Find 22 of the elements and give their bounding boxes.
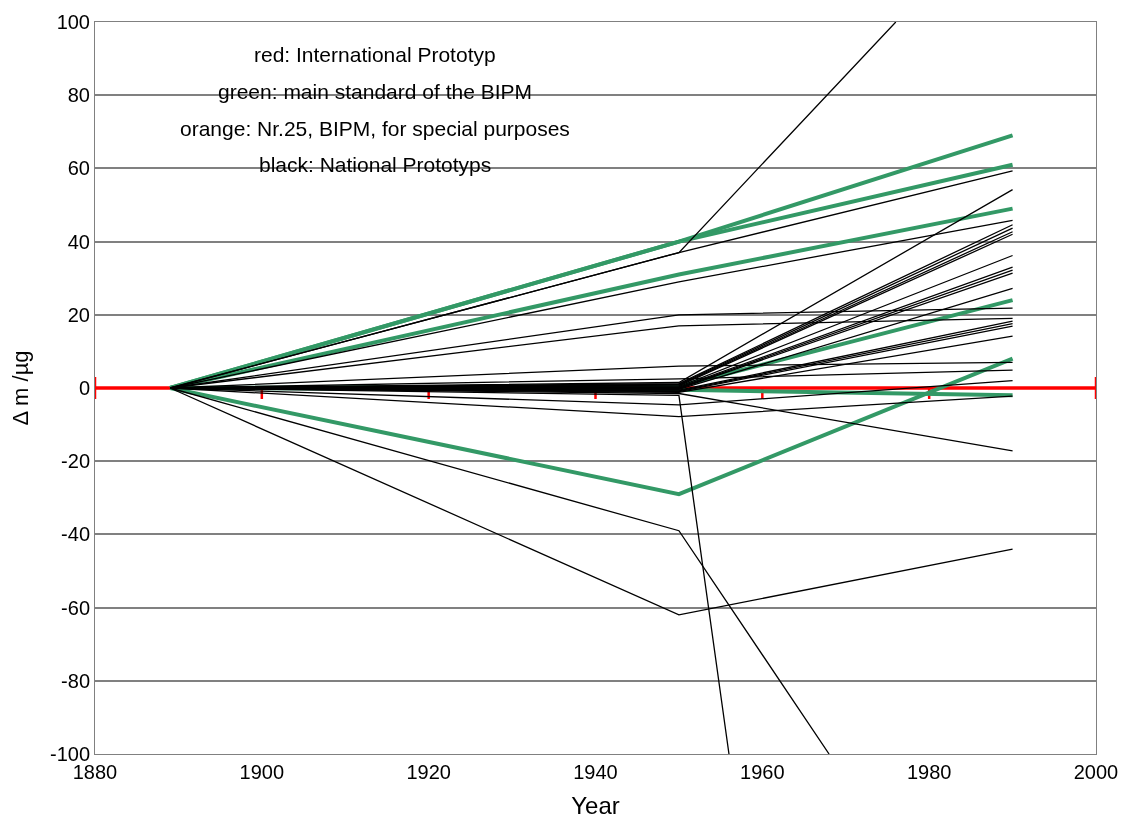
- y-tick-label: -40: [61, 523, 90, 546]
- y-tick-label: 40: [67, 230, 90, 253]
- y-tick-label: 0: [78, 377, 90, 399]
- y-tick-label: -60: [61, 596, 90, 619]
- x-tick-label: 1940: [573, 761, 618, 783]
- y-tick-label: -20: [61, 450, 90, 473]
- x-axis-title: Year: [571, 792, 620, 820]
- y-axis-title: Δ m /µg: [7, 350, 33, 426]
- x-tick-label: 2000: [1073, 761, 1119, 783]
- annotation: black: National Prototyps: [259, 153, 492, 176]
- x-tick-label: 1920: [406, 761, 451, 783]
- y-tick-label: 60: [67, 157, 90, 180]
- annotation: orange: Nr.25, BIPM, for special purposes: [180, 117, 570, 140]
- y-tick-label: 20: [67, 303, 90, 326]
- y-tick-label: 100: [56, 11, 90, 33]
- x-tick-label: 1900: [239, 761, 285, 783]
- annotation: green: main standard of the BIPM: [218, 80, 533, 103]
- y-tick-label: 80: [67, 84, 90, 107]
- y-tick-label: -80: [61, 669, 90, 692]
- x-tick-label: 1960: [740, 761, 785, 783]
- annotation: red: International Prototyp: [254, 43, 496, 66]
- x-tick-label: 1980: [906, 761, 952, 783]
